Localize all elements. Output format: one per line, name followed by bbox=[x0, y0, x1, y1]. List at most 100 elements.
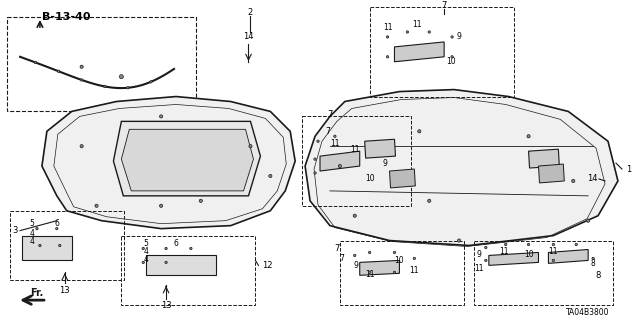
Circle shape bbox=[95, 204, 98, 207]
Text: 9: 9 bbox=[456, 33, 461, 41]
Text: 11: 11 bbox=[548, 247, 558, 256]
Text: 9: 9 bbox=[382, 159, 387, 167]
Text: 11: 11 bbox=[365, 270, 374, 279]
Circle shape bbox=[451, 36, 453, 38]
Circle shape bbox=[418, 130, 421, 133]
Text: 11: 11 bbox=[330, 139, 340, 148]
Text: 4: 4 bbox=[29, 237, 35, 246]
Circle shape bbox=[339, 165, 342, 168]
Polygon shape bbox=[548, 249, 588, 263]
Circle shape bbox=[369, 271, 371, 273]
Circle shape bbox=[165, 247, 167, 250]
Circle shape bbox=[369, 251, 371, 254]
Text: 11: 11 bbox=[410, 266, 419, 275]
Circle shape bbox=[413, 257, 415, 260]
Text: 12: 12 bbox=[262, 261, 273, 270]
Circle shape bbox=[120, 75, 124, 79]
Circle shape bbox=[80, 145, 83, 148]
Text: 11: 11 bbox=[474, 264, 484, 273]
Text: 7: 7 bbox=[335, 244, 340, 253]
Text: 8: 8 bbox=[595, 271, 601, 280]
Text: 14: 14 bbox=[588, 174, 598, 183]
Text: 8: 8 bbox=[591, 259, 595, 268]
Polygon shape bbox=[538, 164, 564, 183]
Polygon shape bbox=[390, 169, 415, 188]
Polygon shape bbox=[529, 149, 559, 168]
Polygon shape bbox=[22, 235, 72, 260]
Circle shape bbox=[592, 257, 595, 260]
Circle shape bbox=[387, 56, 388, 58]
Text: 4: 4 bbox=[144, 255, 148, 264]
Text: 5: 5 bbox=[144, 239, 148, 248]
Text: 7: 7 bbox=[442, 1, 447, 10]
Text: 3: 3 bbox=[12, 226, 17, 235]
Text: 10: 10 bbox=[365, 174, 374, 183]
Bar bbox=[474, 241, 613, 305]
Text: 11: 11 bbox=[499, 247, 508, 256]
Circle shape bbox=[552, 259, 555, 262]
Circle shape bbox=[189, 247, 192, 250]
Circle shape bbox=[406, 31, 408, 33]
Text: 13: 13 bbox=[161, 300, 172, 310]
Circle shape bbox=[159, 115, 163, 118]
Text: 1: 1 bbox=[626, 165, 631, 174]
Bar bbox=[340, 241, 464, 305]
Bar bbox=[122, 235, 255, 305]
Circle shape bbox=[575, 243, 577, 246]
Text: 13: 13 bbox=[60, 286, 70, 295]
Circle shape bbox=[387, 36, 388, 38]
Circle shape bbox=[458, 239, 461, 242]
Circle shape bbox=[527, 135, 530, 138]
Polygon shape bbox=[360, 260, 399, 275]
Text: 9: 9 bbox=[476, 250, 481, 259]
Text: 4: 4 bbox=[29, 229, 35, 238]
Circle shape bbox=[81, 79, 83, 81]
Text: 10: 10 bbox=[395, 256, 404, 265]
Circle shape bbox=[80, 65, 83, 68]
Circle shape bbox=[127, 86, 129, 89]
Circle shape bbox=[484, 259, 487, 262]
Circle shape bbox=[269, 174, 272, 178]
Text: 11: 11 bbox=[350, 145, 360, 154]
Circle shape bbox=[394, 271, 396, 273]
Bar bbox=[7, 17, 196, 111]
Circle shape bbox=[142, 247, 145, 250]
Text: 10: 10 bbox=[524, 250, 533, 259]
Polygon shape bbox=[365, 139, 396, 158]
Text: 7: 7 bbox=[326, 127, 330, 136]
Text: B-13-40: B-13-40 bbox=[42, 12, 90, 22]
Circle shape bbox=[504, 243, 507, 246]
Text: 14: 14 bbox=[243, 33, 253, 41]
Circle shape bbox=[59, 244, 61, 247]
Polygon shape bbox=[305, 90, 618, 246]
Circle shape bbox=[394, 251, 396, 254]
Bar bbox=[10, 211, 124, 280]
Circle shape bbox=[36, 227, 38, 230]
Circle shape bbox=[165, 261, 167, 263]
Text: 9: 9 bbox=[353, 261, 358, 270]
Bar bbox=[370, 7, 514, 97]
Text: Fr.: Fr. bbox=[30, 288, 44, 298]
Circle shape bbox=[104, 85, 106, 88]
Circle shape bbox=[58, 70, 60, 72]
Circle shape bbox=[527, 243, 530, 246]
Text: 2: 2 bbox=[248, 8, 253, 17]
Polygon shape bbox=[122, 129, 253, 191]
Circle shape bbox=[552, 243, 555, 246]
Circle shape bbox=[317, 140, 319, 142]
Text: 6: 6 bbox=[173, 239, 179, 248]
Polygon shape bbox=[320, 151, 360, 171]
Polygon shape bbox=[42, 97, 295, 229]
Circle shape bbox=[484, 246, 487, 249]
Text: 10: 10 bbox=[446, 57, 456, 66]
Circle shape bbox=[586, 219, 589, 222]
Text: 5: 5 bbox=[29, 219, 35, 228]
Text: 6: 6 bbox=[54, 219, 60, 228]
Circle shape bbox=[142, 261, 145, 263]
Circle shape bbox=[572, 179, 575, 182]
Text: 7: 7 bbox=[327, 110, 333, 119]
Text: 11: 11 bbox=[413, 19, 422, 28]
Circle shape bbox=[333, 135, 336, 137]
Text: 7: 7 bbox=[339, 254, 344, 263]
Circle shape bbox=[199, 199, 202, 203]
